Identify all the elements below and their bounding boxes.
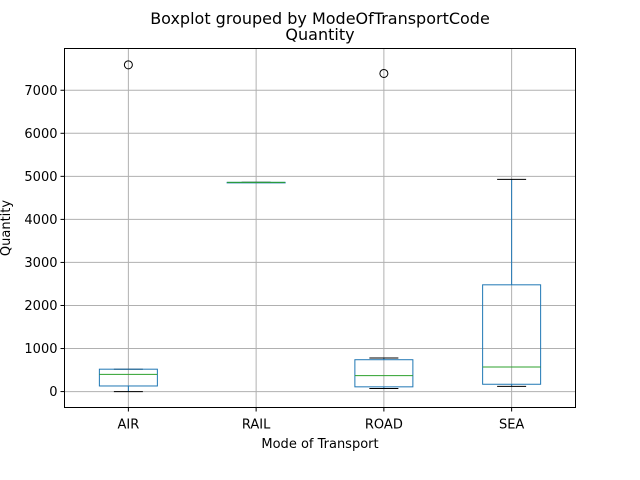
y-tick-label: 2000 [24, 299, 57, 314]
iqr-box [98, 368, 158, 387]
box-sea [482, 178, 542, 387]
y-axis-label: Quantity [0, 200, 14, 256]
x-axis-label: Mode of Transport [261, 437, 378, 452]
y-tick-label: 3000 [24, 256, 57, 271]
y-tick-label: 4000 [24, 213, 57, 228]
box-air [98, 60, 158, 393]
y-tick-label: 5000 [24, 170, 57, 185]
outlier-point [379, 68, 389, 78]
x-tick-label: RAIL [242, 418, 271, 433]
y-tick-label: 7000 [24, 84, 57, 99]
y-tick-label: 6000 [24, 127, 57, 142]
iqr-box [482, 284, 542, 385]
axes: 0 1000 2000 3000 4000 5000 6000 7000 AIR RAIL ROAD… [24, 84, 524, 433]
box-series [98, 60, 542, 393]
outlier-point [123, 60, 133, 70]
x-tick-label: ROAD [365, 418, 403, 433]
y-tick-label: 0 [49, 385, 57, 400]
y-tick-label: 1000 [24, 342, 57, 357]
box-rail [226, 181, 286, 184]
plot-frame [64, 48, 576, 408]
box-road [354, 68, 414, 390]
x-tick-label: SEA [499, 418, 524, 433]
chart-suptitle: Boxplot grouped by ModeOfTransportCode [150, 9, 490, 28]
iqr-box [354, 359, 414, 388]
x-tick-label: AIR [117, 418, 139, 433]
chart-title: Quantity [285, 25, 354, 44]
grid-lines [64, 48, 576, 408]
